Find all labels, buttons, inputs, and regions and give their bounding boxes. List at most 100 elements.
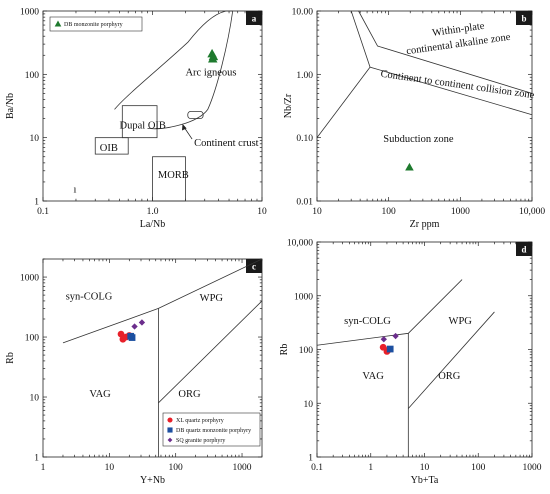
panel-d-labels: syn-COLG WPG VAG ORG — [344, 316, 472, 382]
label-collision-zone: Continent to continent collision zone — [380, 69, 535, 102]
label-oib: OIB — [100, 143, 118, 154]
panel-a-x-tick-label: 10 — [257, 207, 267, 217]
panel-c-x-tick-label: 100 — [169, 463, 184, 473]
panel-b-fields — [316, 10, 533, 138]
panel-a: 0.1 1.0 10 1 10 100 1000 La/Nb Ba/Nb a Arc igneous… — [5, 8, 267, 231]
panel-d-y-tick-label: 10 — [304, 400, 314, 410]
panel-a-legend: DB monzonite porphyry — [49, 16, 143, 32]
panel-d-y-tick-label: 1000 — [294, 292, 313, 302]
panel-d-x-tick-label: 0.1 — [311, 463, 323, 473]
panel-d-x-tick-label: 10 — [420, 463, 430, 473]
panel-a-x-axis-title: La/Nb — [140, 219, 166, 230]
panel-a-series-0 — [207, 48, 219, 63]
subduction-zone-boundary — [316, 66, 371, 138]
panel-c-x-axis-title: Y+Nb — [140, 475, 165, 486]
syn-colg-boundary — [316, 279, 463, 346]
data-point-diamond — [392, 332, 399, 340]
oib-field — [94, 137, 129, 155]
panel-c-y-axis-title: Rb — [5, 352, 16, 364]
panel-d-y-axis-title: Rb — [279, 344, 290, 356]
panel-b-frame — [316, 10, 533, 202]
panel-b-y-tick-label: 10.00 — [292, 8, 314, 18]
data-point-diamond — [131, 323, 138, 330]
panel-a-y-tick-label: 10 — [30, 134, 40, 144]
panel-d-letter-badge — [516, 242, 532, 256]
data-point-diamond — [380, 336, 387, 343]
panel-d-x-tick-label: 1 — [368, 463, 373, 473]
panel-c-labels: syn-COLG WPG VAG ORG — [66, 292, 224, 400]
panel-d-letter: d — [521, 245, 526, 255]
legend-label: XL quartz porphyry — [176, 418, 224, 424]
panel-a-y-tick-label: 100 — [25, 71, 40, 81]
panel-a-y-tick-label: 1000 — [20, 8, 39, 18]
label-subduction-zone: Subduction zone — [383, 134, 454, 145]
panel-b-y-axis-title: Nb/Zr — [283, 93, 294, 118]
label-syn-colg: syn-COLG — [344, 316, 391, 327]
panel-d-fields — [316, 279, 495, 457]
continent-crust-arrowhead — [182, 123, 187, 131]
morb-field — [152, 156, 186, 202]
panel-d-frame — [316, 241, 533, 458]
panel-c-y-tick-label: 100 — [25, 334, 40, 344]
panel-a-letter: a — [252, 14, 257, 24]
panel-d-x-tick-label: 100 — [471, 463, 486, 473]
panel-b-x-tick-label: 10 — [312, 207, 322, 217]
label-arc-igneous: Arc igneous — [185, 68, 236, 79]
panel-c-x-tick-label: 1000 — [233, 463, 252, 473]
stray-mark: ı — [74, 185, 77, 196]
legend-frame — [162, 412, 261, 447]
panel-c-letter: c — [252, 262, 256, 272]
data-point-diamond — [138, 319, 146, 326]
panel-b-x-tick-label: 1000 — [451, 207, 470, 217]
label-wpg: WPG — [449, 316, 473, 327]
legend-marker-circle — [167, 417, 173, 423]
panel-c-fields — [62, 258, 263, 457]
panel-d-x-tick-label: 1000 — [523, 463, 542, 473]
panel-c-series-2 — [131, 319, 146, 330]
panel-d-y-tick-label: 10,000 — [287, 239, 313, 249]
data-point-square — [128, 334, 136, 341]
legend-marker-diamond — [167, 437, 173, 443]
legend-marker-triangle — [54, 20, 62, 27]
label-vag: VAG — [362, 371, 384, 382]
collision-zone-upper-boundary — [358, 10, 533, 94]
panel-a-letter-badge — [246, 11, 262, 25]
legend-marker-square — [167, 427, 173, 433]
panel-c-legend: XL quartz porphyry DB quartz monzonite po… — [162, 412, 261, 447]
panel-c-series-1 — [127, 332, 136, 341]
arc-igneous-field — [114, 10, 234, 130]
panel-b-y-tick-label: 0.01 — [296, 198, 313, 208]
label-dupal-oib: Dupal OIB — [120, 120, 166, 131]
panel-a-y-axis-title: Ba/Nb — [5, 93, 16, 119]
panel-a-fields — [94, 10, 234, 202]
panel-b-y-tick-label: 0.10 — [296, 134, 313, 144]
label-continent-crust: Continent crust — [194, 138, 259, 149]
label-morb: MORB — [158, 170, 189, 181]
panel-a-labels: Arc igneous Dupal OIB OIB MORB Continent cru… — [74, 68, 259, 196]
panel-c-y-tick-label: 1 — [34, 454, 39, 464]
panel-c-letter-badge — [246, 259, 262, 273]
data-point-triangle — [405, 162, 414, 171]
data-point-circle — [117, 330, 125, 338]
panel-d-series-2 — [380, 332, 399, 343]
panel-d: 0.1 1 10 100 1000110100100010,000Yb+TaRbdsyn… — [279, 239, 542, 487]
panel-b-x-axis-title: Zr ppm — [410, 219, 440, 230]
panel-d-x-axis-title: Yb+Ta — [411, 475, 439, 486]
panel-a-x-tick-label: 1.0 — [147, 207, 159, 217]
panel-c: 1 10 100 1000 1 10 100 1000 Y+Nb Rb c syn-COLG WPG VA… — [5, 258, 263, 486]
panel-c-x-tick-label: 10 — [105, 463, 115, 473]
panel-b-letter: b — [521, 14, 526, 24]
data-point-triangle — [208, 53, 218, 63]
panel-c-x-tick-label: 1 — [41, 463, 46, 473]
legend-label: DB quartz monzonite porphyry — [176, 428, 251, 434]
panel-c-frame — [42, 258, 263, 458]
panel-d-ticks — [316, 241, 533, 458]
panel-b-x-tick-label: 100 — [382, 207, 397, 217]
panel-b-letter-badge — [516, 11, 532, 25]
wpg-org-boundary — [158, 300, 263, 404]
panel-b-y-tick-label: 1.00 — [296, 71, 313, 81]
panel-c-y-tick-label: 10 — [30, 394, 40, 404]
label-wpg: WPG — [200, 293, 224, 304]
panel-a-y-tick-label: 1 — [34, 198, 39, 208]
